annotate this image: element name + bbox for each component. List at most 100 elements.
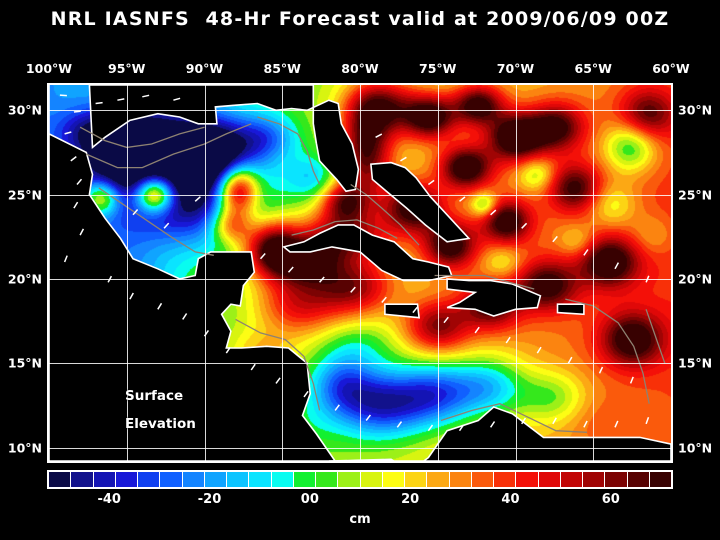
bathymetry-contour bbox=[79, 126, 205, 149]
colorbar-swatch bbox=[583, 472, 606, 487]
colorbar-tick-label: 40 bbox=[501, 492, 520, 507]
colorbar-swatch bbox=[204, 472, 227, 487]
bathymetry-contour bbox=[98, 187, 214, 256]
coastline-puerto-rico bbox=[556, 303, 585, 316]
colorbar-swatch bbox=[649, 472, 671, 487]
gridline-parallel bbox=[49, 278, 671, 280]
lat-tick-label-right: 25°N bbox=[678, 187, 713, 203]
current-vector-arrow bbox=[303, 390, 309, 398]
current-vector-arrow bbox=[375, 133, 383, 138]
gridline-meridian bbox=[360, 85, 361, 461]
lon-tick-label: 90°W bbox=[185, 61, 224, 76]
current-vector-arrow bbox=[583, 420, 588, 428]
lat-tick-label-left: 30°N bbox=[7, 102, 42, 118]
lat-tick-label-right: 10°N bbox=[678, 440, 713, 455]
figure-title: NRL IASNFS 48-Hr Forecast valid at 2009/… bbox=[50, 8, 670, 30]
current-vector-arrow bbox=[129, 292, 134, 300]
current-vector-arrow bbox=[521, 222, 528, 229]
current-vector-arrow bbox=[443, 316, 449, 324]
lon-tick-label: 75°W bbox=[419, 61, 457, 76]
longitude-axis-top: 100°W 95°W 90°W 85°W 80°W 75°W 70°W 65°W 60°W bbox=[0, 61, 720, 77]
bathymetry-contour bbox=[86, 123, 252, 169]
current-vector-arrow bbox=[567, 356, 573, 364]
current-vector-arrow bbox=[427, 179, 435, 186]
current-vector-arrow bbox=[521, 417, 527, 425]
current-vector-arrow bbox=[250, 363, 256, 371]
gridline-parallel bbox=[49, 194, 671, 196]
colorbar-swatch bbox=[427, 472, 450, 487]
current-vector-arrow bbox=[157, 302, 163, 310]
bathymetry-contour bbox=[645, 309, 666, 364]
current-vector-arrow bbox=[459, 196, 466, 202]
colorbar-swatch bbox=[627, 472, 650, 487]
current-vector-arrow bbox=[365, 414, 371, 421]
current-vector-arrow bbox=[400, 156, 407, 162]
lat-tick-label-left: 20°N bbox=[7, 271, 42, 287]
coastline-south-america bbox=[328, 406, 671, 461]
colorbar-swatch bbox=[449, 472, 472, 487]
colorbar-tick-label: -20 bbox=[197, 492, 222, 507]
gridline-parallel bbox=[49, 447, 671, 449]
current-vector-arrow bbox=[275, 377, 281, 384]
colorbar bbox=[47, 470, 673, 489]
colorbar-swatch bbox=[360, 472, 383, 487]
gridline-meridian bbox=[437, 85, 439, 461]
colorbar-swatch bbox=[227, 472, 250, 487]
current-vector-arrow bbox=[132, 209, 139, 216]
lat-tick-label-right: 20°N bbox=[678, 271, 713, 287]
bathymetry-contour bbox=[440, 403, 588, 433]
lon-tick-label: 80°W bbox=[341, 61, 379, 76]
lon-tick-label: 100°W bbox=[25, 61, 73, 76]
annotation-line-2: Elevation bbox=[125, 416, 196, 432]
colorbar-swatch bbox=[182, 472, 205, 487]
current-vector-arrow bbox=[59, 94, 67, 97]
current-vector-arrow bbox=[614, 420, 619, 428]
gridline-meridian bbox=[515, 85, 517, 461]
lon-tick-label: 60°W bbox=[652, 61, 690, 76]
bathymetry-contour bbox=[350, 183, 420, 246]
lat-tick-label-right: 15°N bbox=[678, 355, 713, 371]
colorbar-swatch bbox=[115, 472, 138, 487]
lat-tick-label-left: 15°N bbox=[7, 355, 42, 371]
colorbar-swatch bbox=[516, 472, 539, 487]
current-vector-arrow bbox=[552, 417, 557, 425]
current-vector-arrow bbox=[73, 201, 79, 209]
current-vector-arrow bbox=[173, 97, 181, 101]
colorbar-swatch bbox=[338, 472, 361, 487]
current-vector-arrow bbox=[427, 424, 434, 432]
lon-tick-label: 95°W bbox=[108, 61, 146, 76]
lat-tick-label-left: 25°N bbox=[7, 187, 42, 203]
current-vector-arrow bbox=[287, 266, 294, 273]
current-vector-arrow bbox=[79, 228, 85, 236]
gridline-meridian bbox=[593, 85, 595, 461]
current-vector-arrow bbox=[73, 110, 81, 113]
colorbar-swatch bbox=[160, 472, 183, 487]
colorbar-tick-label: 60 bbox=[601, 492, 620, 507]
current-vector-arrow bbox=[458, 424, 465, 432]
coastline-hispaniola bbox=[446, 278, 542, 317]
colorbar-tick-label: 20 bbox=[401, 492, 420, 507]
colorbar-swatch bbox=[538, 472, 561, 487]
coastline-florida bbox=[88, 85, 360, 193]
current-vector-arrow bbox=[381, 296, 387, 303]
coastline-bahama-bank bbox=[370, 161, 471, 243]
colorbar-swatch bbox=[138, 472, 161, 487]
lon-tick-label: 85°W bbox=[263, 61, 301, 76]
current-vector-arrow bbox=[259, 252, 266, 260]
colorbar-swatch bbox=[249, 472, 272, 487]
lon-tick-label: 70°W bbox=[496, 61, 535, 76]
gridline-parallel bbox=[49, 110, 671, 112]
current-vector-arrow bbox=[396, 421, 403, 428]
current-vector-arrow bbox=[490, 209, 497, 216]
current-vector-arrow bbox=[350, 286, 356, 293]
coastline-jamaica bbox=[384, 303, 421, 319]
bathymetry-contour bbox=[565, 298, 650, 404]
colorbar-swatch bbox=[560, 472, 583, 487]
lat-tick-label-right: 30°N bbox=[678, 102, 713, 118]
colorbar-swatch bbox=[494, 472, 517, 487]
colorbar-unit-label: cm bbox=[349, 512, 371, 527]
current-vector-arrow bbox=[552, 235, 558, 243]
colorbar-swatch bbox=[271, 472, 294, 487]
current-vector-arrow bbox=[334, 404, 340, 411]
colorbar-swatch bbox=[293, 472, 316, 487]
